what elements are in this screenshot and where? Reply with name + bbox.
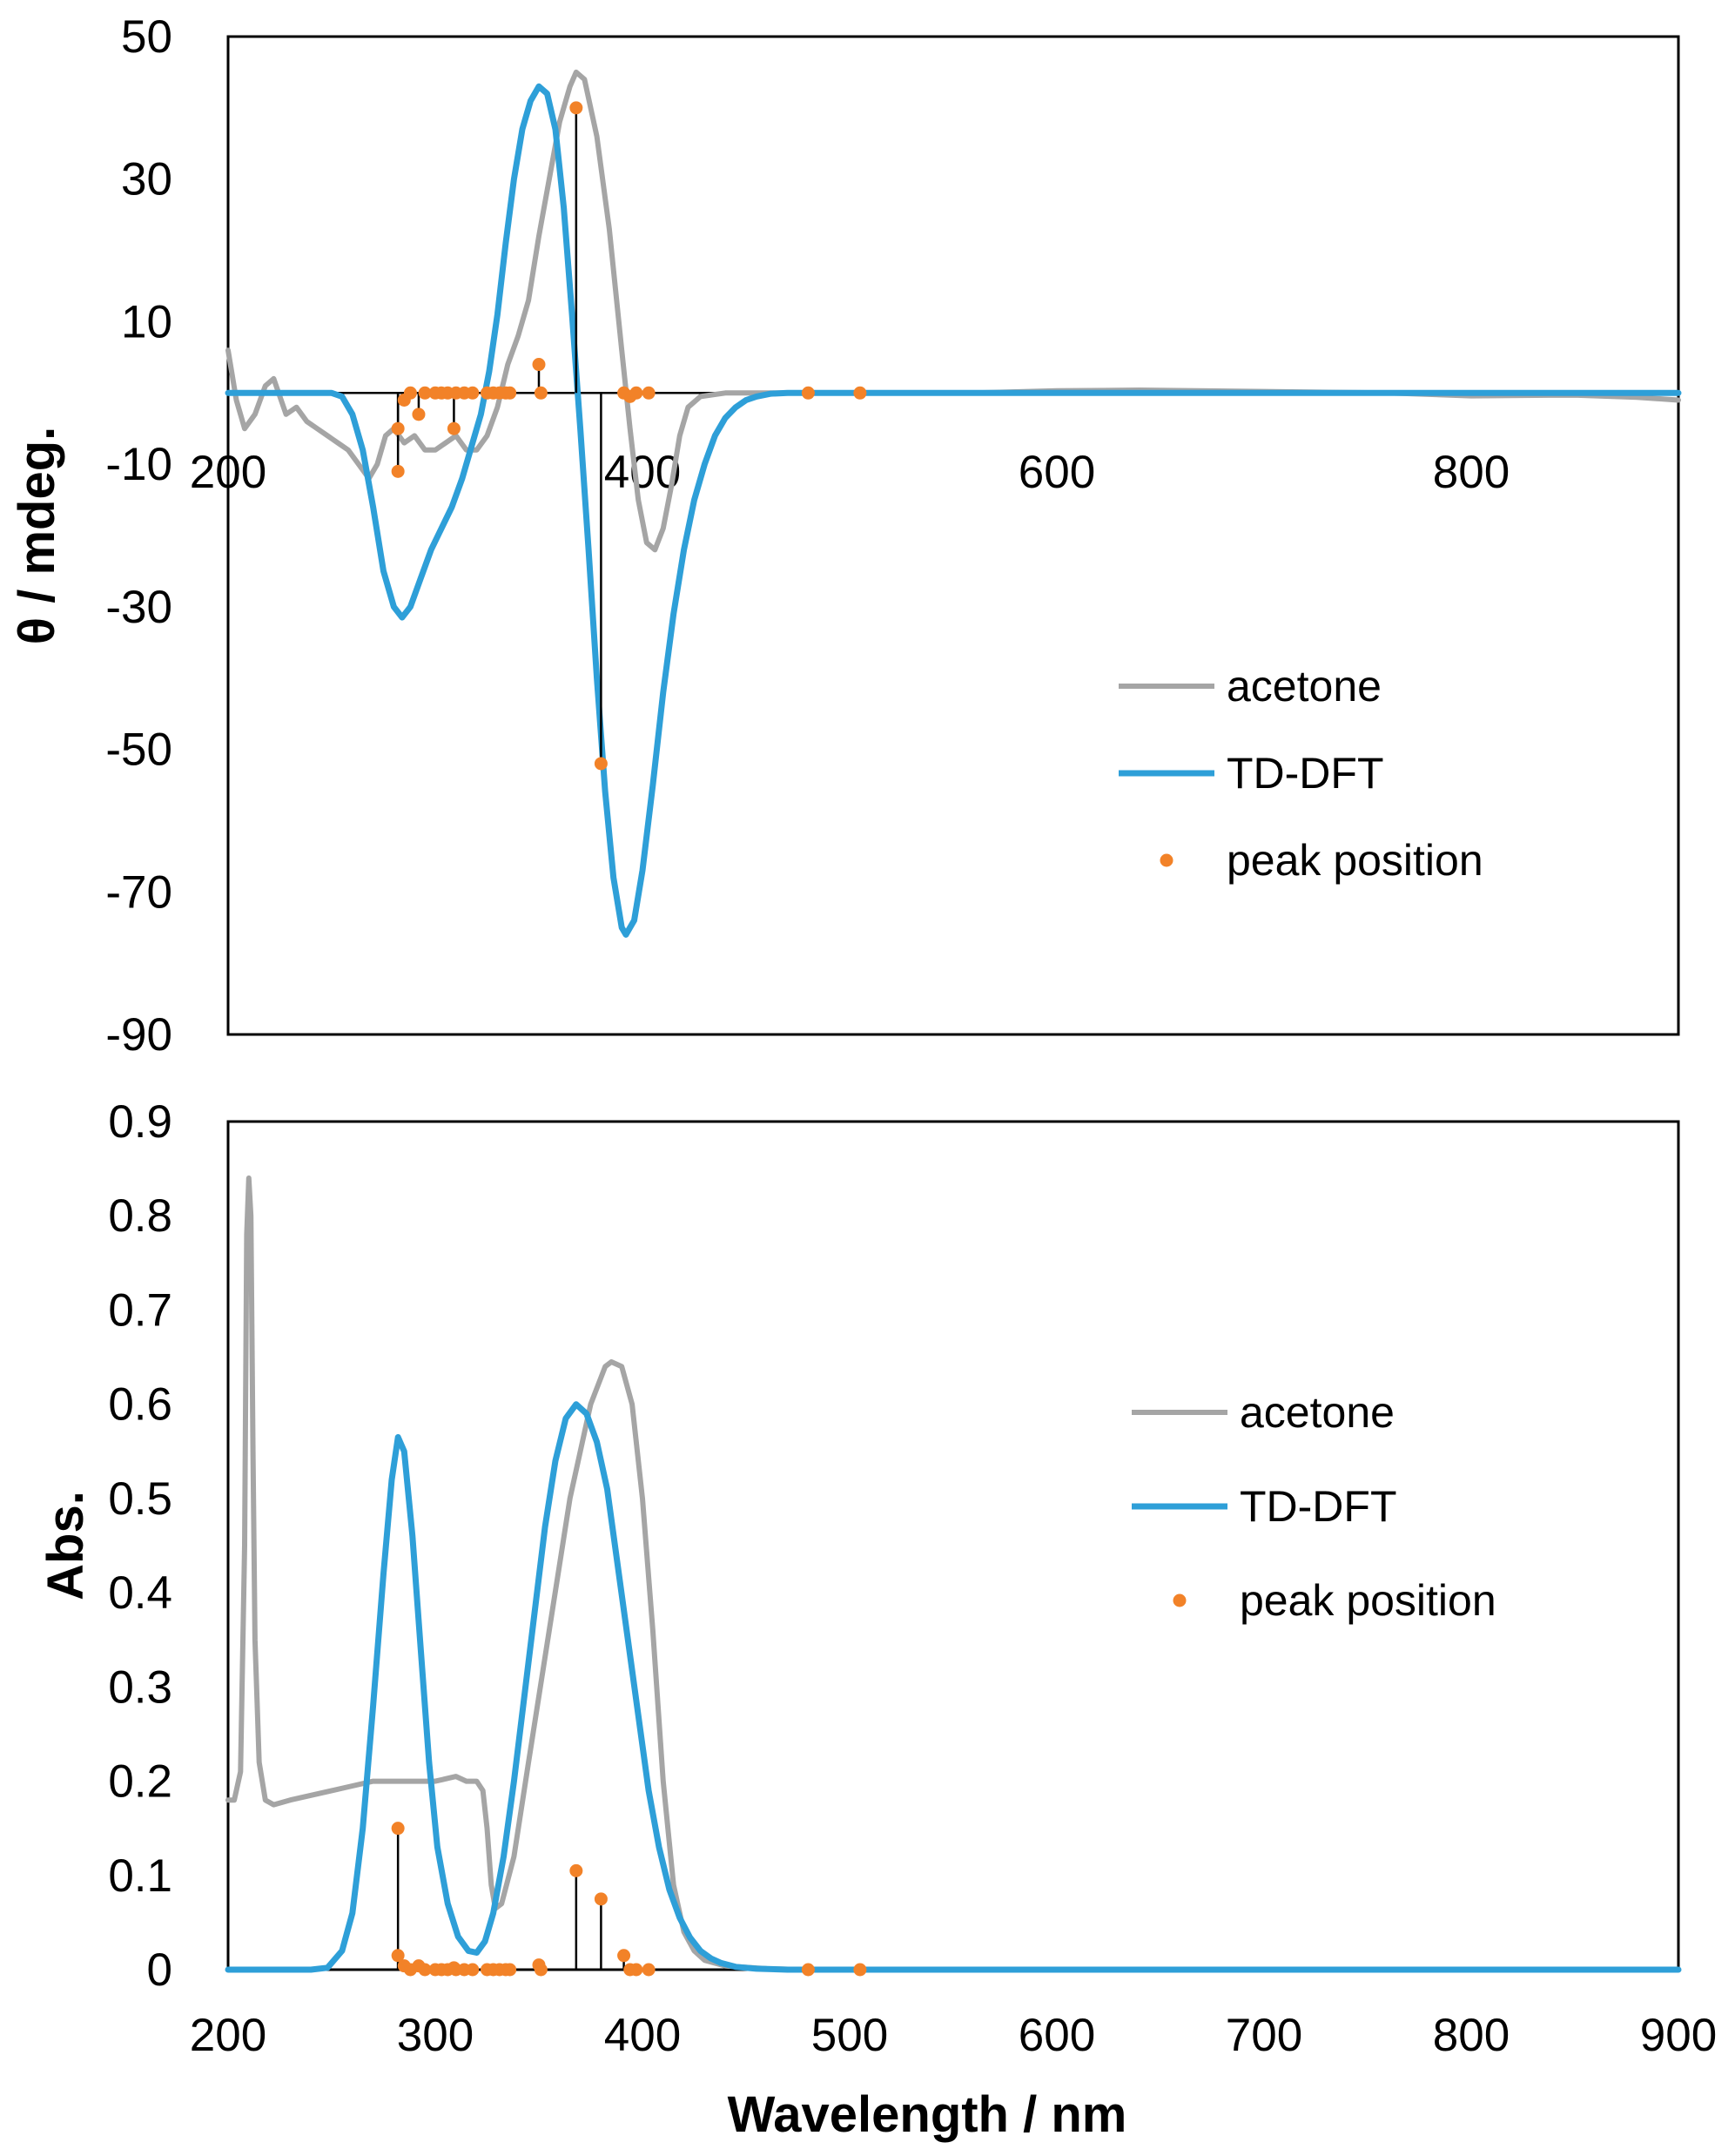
top-y-tick-label: -70 — [105, 866, 172, 918]
top-y-tick-label: 10 — [121, 296, 172, 347]
bottom-x-axis-title: Wavelength / nm — [728, 2086, 1127, 2143]
top-peak-point — [534, 386, 548, 400]
bottom-y-tick-label: 0.3 — [108, 1661, 172, 1713]
bottom-peak-point — [466, 1963, 480, 1977]
bottom-y-tick-label: 0.6 — [108, 1379, 172, 1431]
bottom-legend-label: TD-DFT — [1240, 1482, 1397, 1531]
bottom-y-tick-label: 0 — [147, 1944, 172, 1996]
top-y-tick-label: -50 — [105, 724, 172, 776]
top-peak-point — [569, 101, 583, 115]
bottom-x-tick-label: 900 — [1640, 2010, 1717, 2061]
top-x-tick-label: 800 — [1433, 447, 1510, 498]
bottom-peak-point — [853, 1963, 867, 1977]
bottom-line-acetone — [225, 1175, 1681, 1972]
bottom-series-peak-position — [391, 1822, 867, 1977]
top-line-acetone — [225, 69, 1681, 553]
top-legend-marker-peak — [1160, 853, 1173, 867]
top-peak-point — [447, 421, 461, 435]
bottom-y-tick-label: 0.7 — [108, 1284, 172, 1336]
top-y-tick-label: -10 — [105, 439, 172, 490]
bottom-x-tick-label: 200 — [190, 2010, 266, 2061]
top-line-td-dft — [225, 83, 1682, 938]
top-peak-point — [594, 757, 608, 771]
top-legend: acetone TD-DFT peak position — [1119, 662, 1483, 885]
top-y-tick-label: 50 — [121, 11, 172, 63]
top-x-tick-label: 600 — [1019, 447, 1095, 498]
bottom-plot-frame — [226, 1120, 1680, 1971]
top-peak-point — [391, 421, 405, 435]
top-y-tick-label: -90 — [105, 1009, 172, 1061]
top-peak-point — [391, 464, 405, 478]
bottom-y-tick-label: 0.9 — [108, 1096, 172, 1148]
top-legend-label: TD-DFT — [1227, 749, 1384, 798]
top-peak-point — [503, 386, 517, 400]
top-series-acetone — [225, 69, 1681, 553]
bottom-legend-label: acetone — [1240, 1388, 1395, 1437]
bottom-legend-label: peak position — [1240, 1576, 1496, 1625]
top-peak-point — [403, 386, 417, 400]
top-legend-label: peak position — [1227, 836, 1483, 885]
top-plot-frame — [226, 35, 1680, 1036]
bottom-x-tick-label: 700 — [1226, 2010, 1302, 2061]
bottom-y-tick-label: 0.5 — [108, 1473, 172, 1525]
bottom-series-acetone — [225, 1175, 1681, 1972]
bottom-y-tick-label: 0.8 — [108, 1190, 172, 1242]
bottom-x-tick-label: 300 — [397, 2010, 474, 2061]
bottom-chart: 0 0.1 0.2 0.3 0.4 0.5 0.6 0.7 0.8 0.9 200 300 400 500… — [37, 1096, 1717, 2143]
top-y-axis-title: θ / mdeg. — [9, 427, 65, 645]
bottom-x-tick-label: 400 — [604, 2010, 681, 2061]
bottom-peak-point — [503, 1963, 517, 1977]
bottom-peak-point — [418, 1963, 432, 1977]
bottom-peak-point — [391, 1949, 405, 1963]
bottom-series-td-dft — [225, 1401, 1682, 1973]
bottom-peak-point — [391, 1822, 405, 1836]
bottom-peak-point — [617, 1949, 631, 1963]
top-peak-point — [642, 386, 656, 400]
bottom-y-axis-title: Abs. — [37, 1491, 94, 1600]
bottom-legend-marker-peak — [1173, 1593, 1187, 1607]
top-peak-point — [801, 386, 815, 400]
bottom-y-tick-label: 0.1 — [108, 1850, 172, 1902]
bottom-peak-point — [801, 1963, 815, 1977]
top-peak-point — [629, 386, 643, 400]
top-x-tick-label: 200 — [190, 447, 266, 498]
top-series-peak-position — [391, 101, 867, 771]
top-legend-label: acetone — [1227, 662, 1382, 711]
top-peak-point — [532, 358, 546, 372]
top-peak-point — [412, 408, 426, 421]
bottom-x-tick-label: 600 — [1019, 2010, 1095, 2061]
bottom-peak-point — [569, 1863, 583, 1877]
top-peak-point — [853, 386, 867, 400]
top-peak-point — [418, 386, 432, 400]
bottom-peak-point — [594, 1892, 608, 1906]
bottom-peak-point — [629, 1963, 643, 1977]
bottom-line-td-dft — [225, 1401, 1682, 1973]
top-peak-point — [466, 386, 480, 400]
top-y-tick-label: -30 — [105, 582, 172, 633]
top-series-td-dft — [225, 83, 1682, 938]
top-y-tick-label: 30 — [121, 154, 172, 205]
bottom-y-tick-label: 0.4 — [108, 1567, 172, 1619]
bottom-x-tick-label: 800 — [1433, 2010, 1510, 2061]
bottom-peak-point — [534, 1963, 548, 1977]
bottom-y-tick-label: 0.2 — [108, 1756, 172, 1808]
bottom-x-tick-label: 500 — [811, 2010, 888, 2061]
bottom-legend: acetone TD-DFT peak position — [1132, 1388, 1496, 1625]
bottom-peak-point — [642, 1963, 656, 1977]
